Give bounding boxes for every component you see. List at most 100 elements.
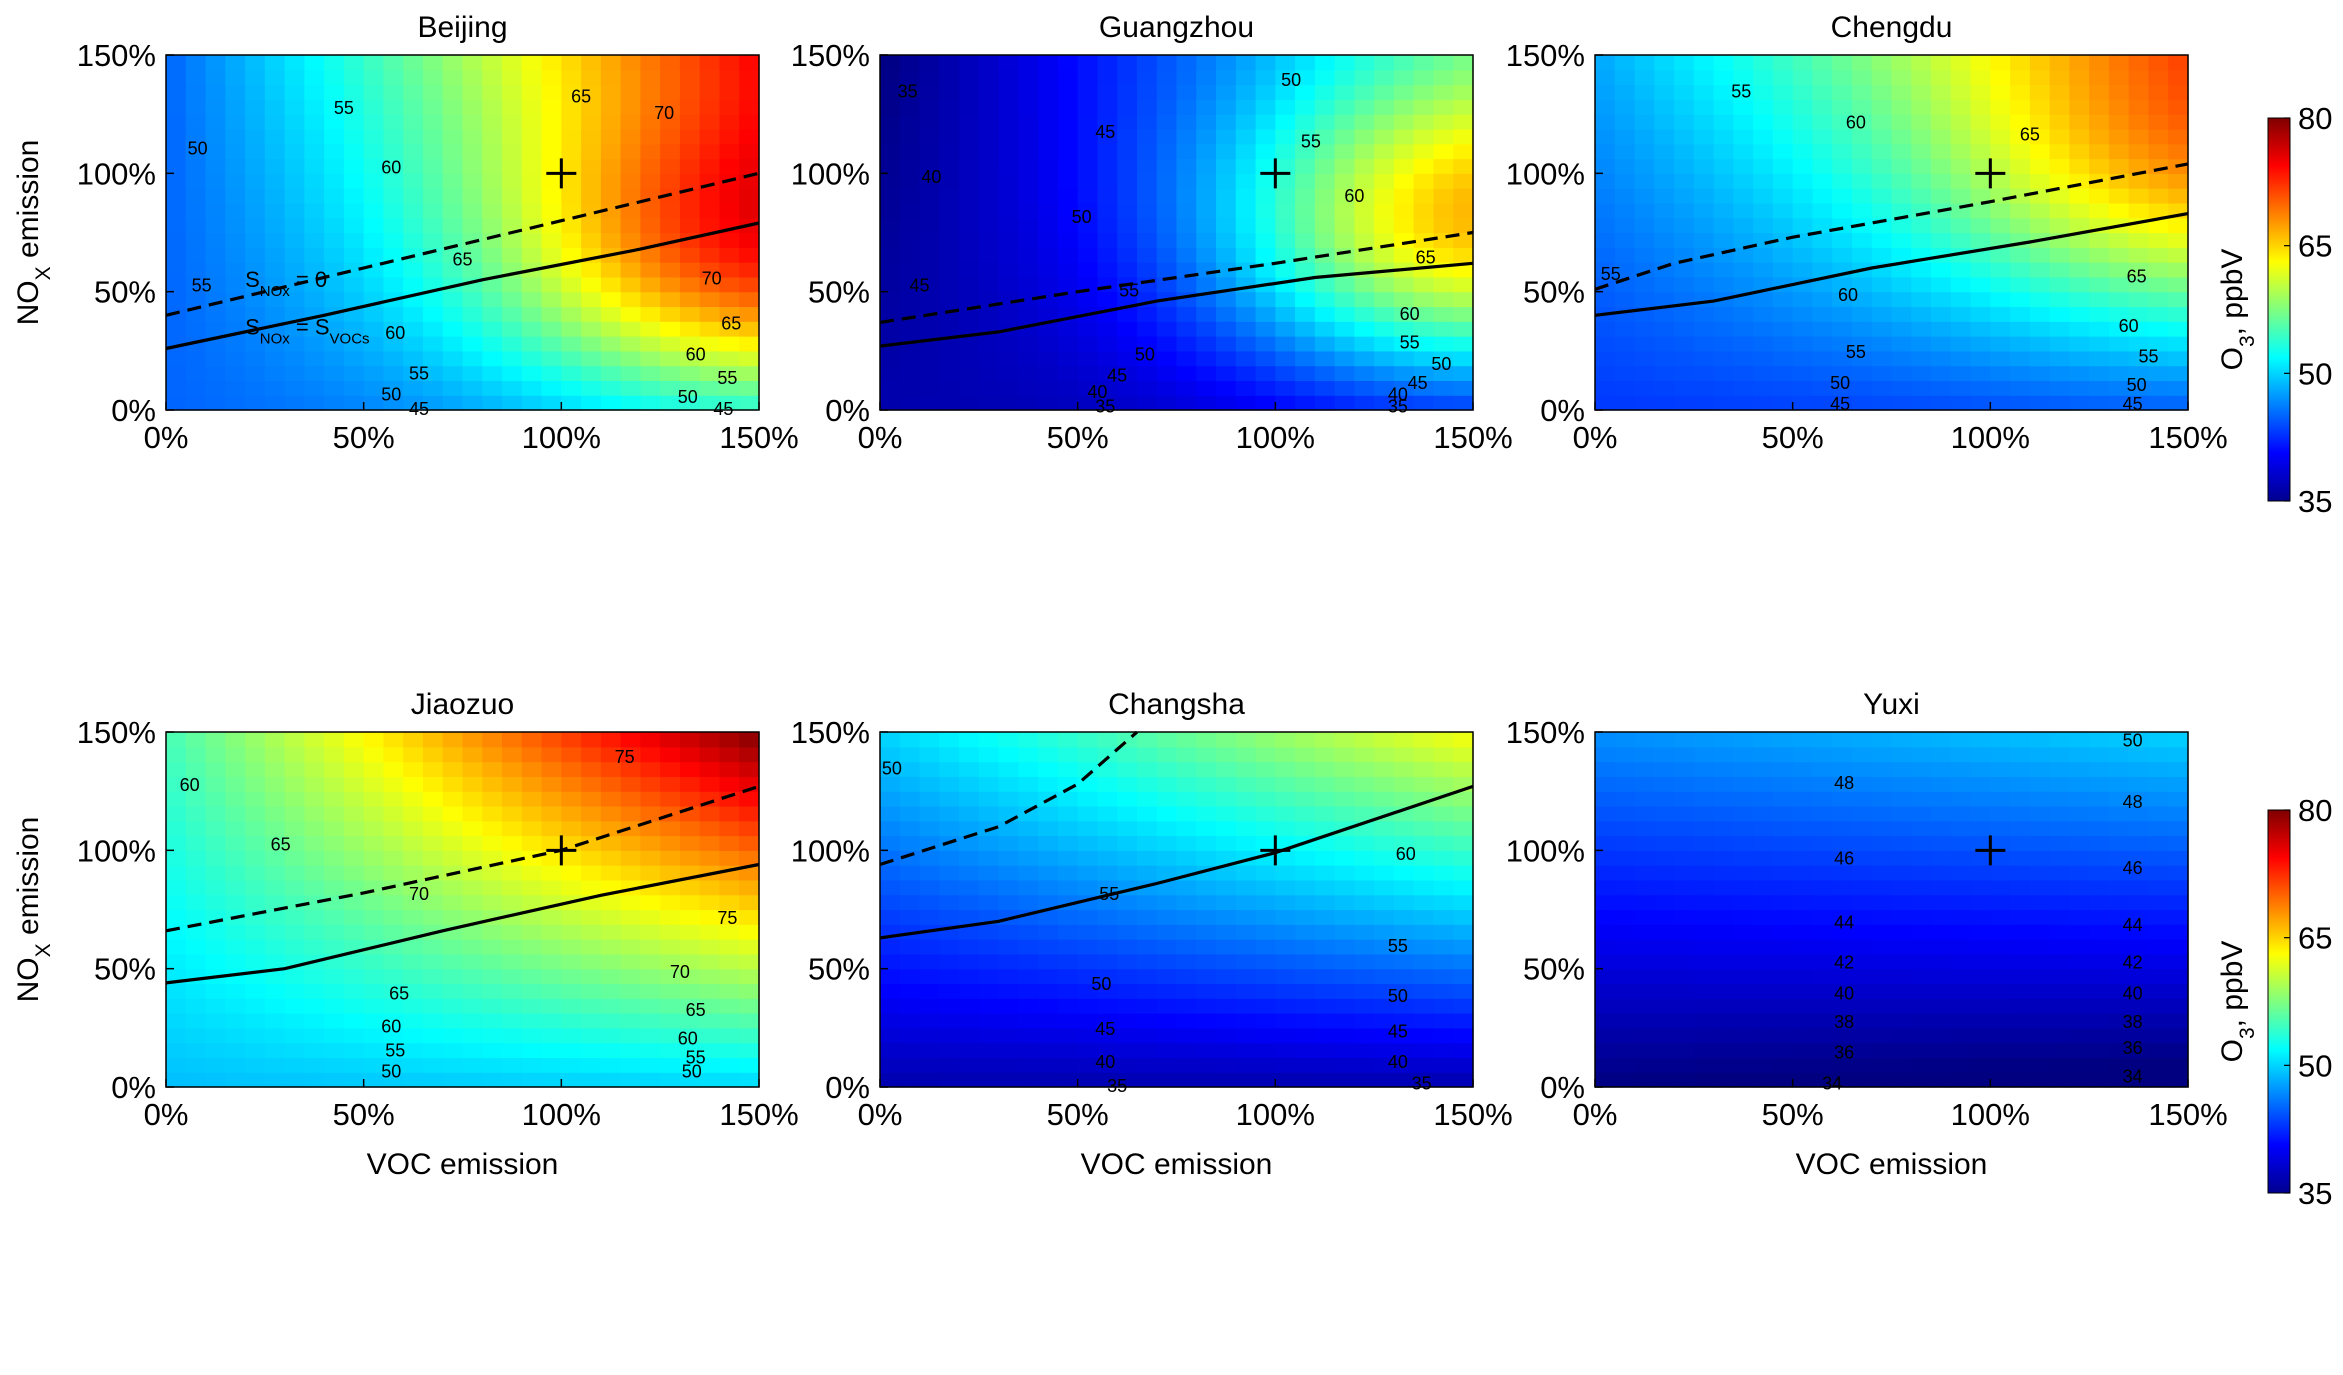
heatmap-cell — [1832, 805, 1853, 822]
heatmap-cell — [1931, 1057, 1952, 1073]
heatmap-cell — [1354, 761, 1375, 777]
heatmap-cell — [1117, 336, 1138, 352]
heatmap-cell — [225, 380, 246, 396]
heatmap-cell — [660, 776, 681, 792]
heatmap-cell — [205, 894, 226, 911]
heatmap-cell — [899, 173, 921, 189]
heatmap-cell — [719, 805, 740, 822]
heatmap-cell — [919, 998, 940, 1014]
contour-label: 60 — [2119, 316, 2139, 336]
heatmap-cell — [304, 968, 325, 985]
heatmap-cell — [2168, 217, 2189, 234]
heatmap-cell — [166, 1027, 187, 1044]
heatmap-cell — [502, 173, 523, 189]
heatmap-cell — [2069, 188, 2090, 204]
heatmap-cell — [998, 776, 1019, 792]
heatmap-cell — [1990, 953, 2011, 970]
heatmap-cell — [1255, 336, 1276, 352]
heatmap-cell — [264, 69, 286, 86]
heatmap-cell — [919, 173, 940, 189]
heatmap-cell — [1354, 805, 1375, 822]
heatmap-cell — [2108, 262, 2130, 278]
heatmap-cell — [1891, 850, 1912, 866]
heatmap-cell — [264, 939, 286, 955]
heatmap-cell — [1970, 232, 1991, 248]
heatmap-cell — [462, 128, 483, 145]
panel-title: Yuxi — [1863, 688, 1920, 721]
heatmap-cell — [1216, 865, 1237, 881]
heatmap-cell — [1393, 276, 1415, 293]
heatmap-cell — [581, 84, 602, 100]
heatmap-cell — [2049, 1042, 2070, 1059]
heatmap-cell — [1654, 291, 1675, 308]
heatmap-cell — [304, 128, 325, 145]
heatmap-cell — [2148, 247, 2169, 263]
heatmap-cell — [1911, 158, 1932, 174]
heatmap-cell — [1077, 776, 1099, 792]
heatmap-cell — [502, 746, 523, 763]
heatmap-cell — [1832, 1027, 1853, 1044]
heatmap-cell — [660, 1042, 681, 1059]
heatmap-cell — [541, 202, 562, 219]
heatmap-cell — [2029, 1042, 2051, 1059]
heatmap-cell — [978, 202, 1000, 219]
heatmap-cell — [699, 291, 721, 308]
heatmap-cell — [324, 380, 345, 396]
heatmap-cell — [1674, 791, 1695, 807]
heatmap-cell — [482, 776, 503, 792]
heatmap-cell — [225, 336, 246, 352]
heatmap-cell — [561, 1013, 582, 1029]
heatmap-cell — [1235, 350, 1257, 367]
heatmap-cell — [225, 188, 246, 204]
heatmap-cell — [2029, 55, 2051, 71]
heatmap-cell — [1614, 158, 1636, 174]
heatmap-cell — [1654, 761, 1675, 777]
heatmap-cell — [185, 865, 207, 881]
heatmap-cell — [1314, 1057, 1336, 1073]
heatmap-cell — [442, 983, 464, 999]
heatmap-cell — [185, 879, 207, 896]
heatmap-cell — [1595, 336, 1616, 352]
heatmap-cell — [1851, 761, 1873, 777]
heatmap-cell — [185, 350, 207, 367]
heatmap-cell — [1733, 1057, 1754, 1073]
heatmap-cell — [185, 99, 207, 115]
heatmap-cell — [719, 776, 740, 792]
heatmap-cell — [1413, 69, 1435, 86]
heatmap-cell — [1057, 173, 1079, 189]
heatmap-cell — [998, 143, 1019, 160]
heatmap-cell — [1654, 746, 1675, 763]
heatmap-cell — [1018, 776, 1039, 792]
plot-frame — [165, 731, 760, 1088]
heatmap-cell — [1077, 232, 1099, 248]
heatmap-cell — [1374, 69, 1395, 86]
heatmap-cell — [1038, 262, 1059, 278]
heatmap-cell — [1733, 158, 1754, 174]
heatmap-cell — [363, 84, 385, 100]
heatmap-cell — [442, 1013, 464, 1029]
heatmap-cell — [1753, 350, 1774, 367]
heatmap-cell — [1413, 380, 1435, 396]
heatmap-cell — [462, 114, 483, 130]
heatmap-cell — [2148, 998, 2169, 1014]
heatmap-cell — [1156, 968, 1178, 985]
heatmap-cell — [2168, 894, 2189, 911]
heatmap-cell — [1354, 99, 1375, 115]
heatmap-cell — [1832, 128, 1853, 145]
heatmap-cell — [561, 217, 582, 234]
heatmap-cell — [422, 835, 444, 851]
heatmap-cell — [1117, 202, 1138, 219]
heatmap-cell — [166, 879, 187, 896]
heatmap-cell — [1413, 321, 1435, 337]
heatmap-cell — [2168, 84, 2189, 100]
heatmap-cell — [640, 291, 661, 308]
heatmap-cell — [2049, 746, 2070, 763]
heatmap-cell — [1275, 879, 1296, 896]
heatmap-cell — [1891, 247, 1912, 263]
heatmap-cell — [1393, 188, 1415, 204]
heatmap-cell — [1772, 968, 1794, 985]
heatmap-cell — [1832, 776, 1853, 792]
heatmap-cell — [600, 69, 622, 86]
heatmap-cell — [422, 188, 444, 204]
heatmap-cell — [1931, 732, 1952, 748]
